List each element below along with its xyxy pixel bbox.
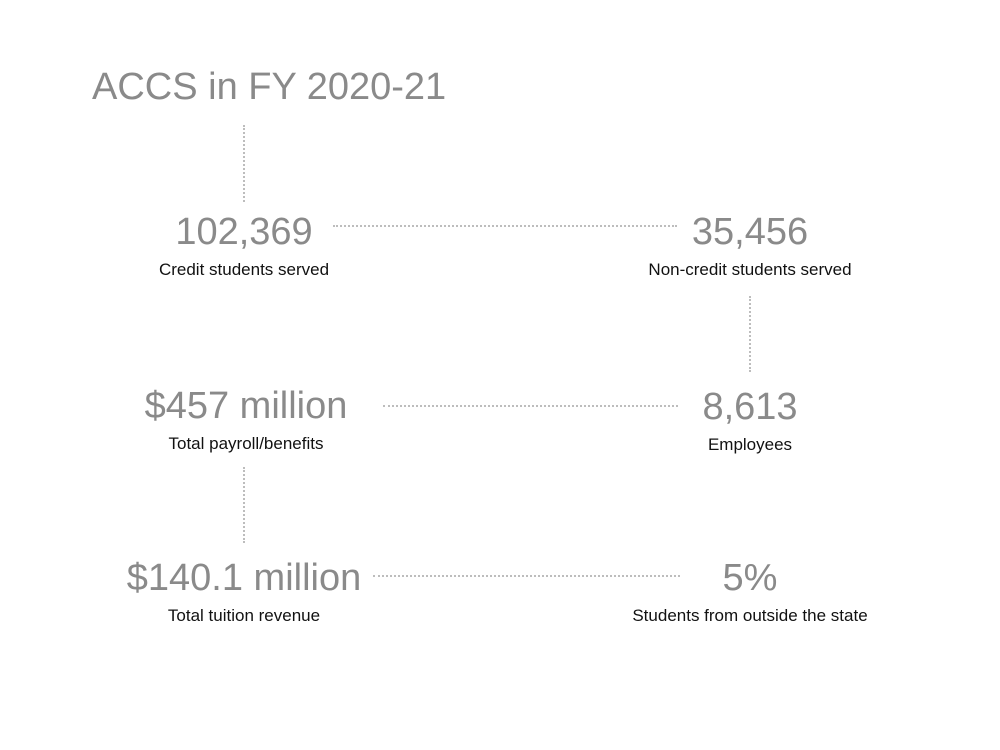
stat-value: $140.1 million	[126, 557, 362, 599]
connector-noncredit-to-employees	[749, 296, 751, 372]
stat-label: Non-credit students served	[648, 260, 852, 279]
connector-payroll-to-employees	[383, 405, 678, 407]
stat-payroll: $457 million Total payroll/benefits	[86, 382, 406, 455]
stat-label: Total payroll/benefits	[168, 434, 324, 453]
stat-value: 35,456	[691, 211, 809, 253]
connector-credit-to-noncredit	[333, 225, 677, 227]
stat-value: 102,369	[175, 211, 313, 253]
stat-label: Total tuition revenue	[167, 606, 321, 625]
stat-employees: 8,613 Employees	[590, 383, 910, 456]
connector-title-to-credit	[243, 125, 245, 202]
stat-label: Students from outside the state	[632, 606, 868, 625]
stat-label: Credit students served	[158, 260, 330, 279]
stat-out-of-state: 5% Students from outside the state	[590, 554, 910, 627]
stat-tuition-revenue: $140.1 million Total tuition revenue	[84, 554, 404, 627]
stat-value: $457 million	[144, 385, 348, 427]
page-title: ACCS in FY 2020-21	[92, 66, 447, 108]
stat-value: 8,613	[702, 386, 798, 428]
connector-tuition-to-outofstate	[373, 575, 680, 577]
connector-payroll-to-tuition	[243, 467, 245, 543]
stat-credit-students: 102,369 Credit students served	[84, 208, 404, 281]
stat-label: Employees	[707, 435, 793, 454]
stat-value: 5%	[722, 557, 778, 599]
stat-noncredit-students: 35,456 Non-credit students served	[590, 208, 910, 281]
